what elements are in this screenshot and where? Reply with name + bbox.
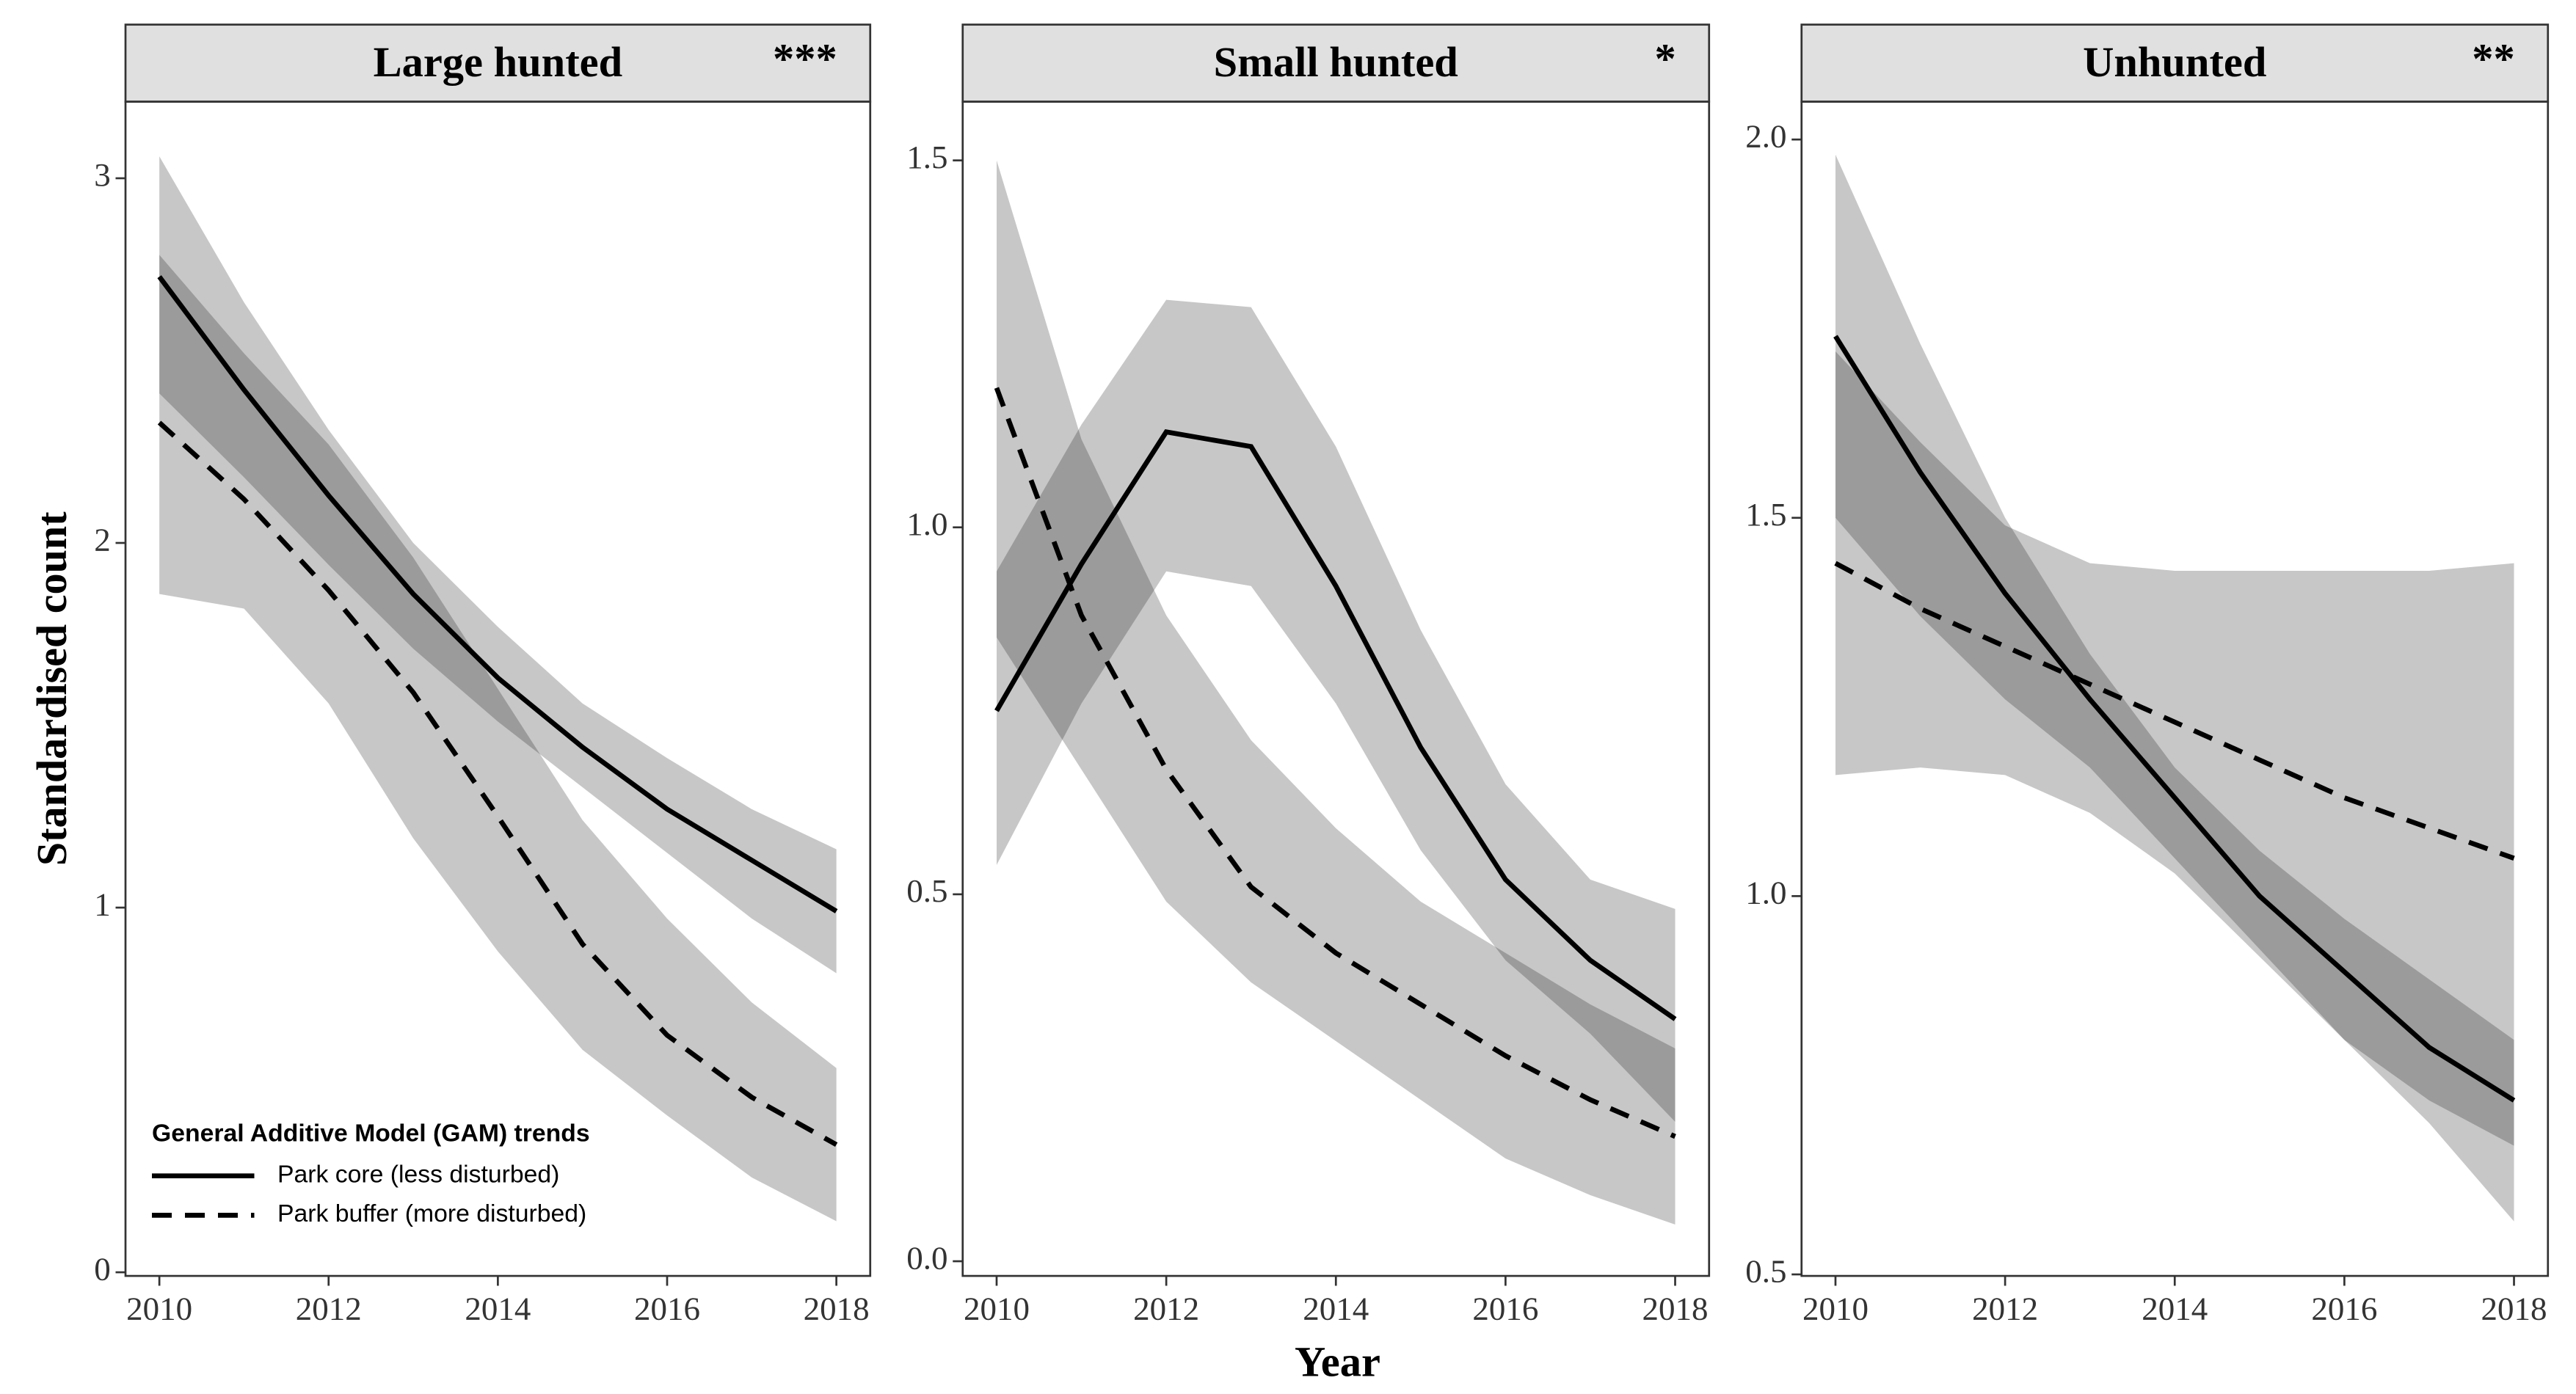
y-tick-label: 2.0 xyxy=(1745,118,1786,155)
x-tick-label: 2014 xyxy=(1303,1291,1369,1327)
y-tick-label: 1.5 xyxy=(906,139,947,175)
x-tick-label: 2014 xyxy=(2142,1291,2208,1327)
y-tick-label: 1.5 xyxy=(1745,496,1786,533)
x-tick-label: 2016 xyxy=(2311,1291,2377,1327)
confidence-band xyxy=(1835,351,2514,1146)
x-tick-label: 2018 xyxy=(804,1291,870,1327)
y-axis-title: Standardised count xyxy=(28,511,76,866)
y-tick-label: 1 xyxy=(94,886,110,922)
x-tick-label: 2010 xyxy=(1802,1291,1869,1327)
y-tick-label: 0.5 xyxy=(1745,1252,1786,1289)
x-tick-label: 2016 xyxy=(634,1291,700,1327)
x-axis-title: Year xyxy=(1295,1338,1380,1386)
y-tick-label: 0.5 xyxy=(906,872,947,909)
figure: Standardised count Year Large hunted***0… xyxy=(0,0,2576,1394)
x-tick-label: 2010 xyxy=(964,1291,1030,1327)
y-tick-label: 0 xyxy=(94,1250,110,1287)
y-tick-label: 1.0 xyxy=(1745,875,1786,911)
confidence-band xyxy=(159,255,837,1221)
x-tick-label: 2012 xyxy=(1133,1291,1199,1327)
x-tick-label: 2016 xyxy=(1472,1291,1538,1327)
significance: ** xyxy=(2472,35,2514,83)
page: Standardised count Year Large hunted***0… xyxy=(0,0,2576,1394)
y-tick-label: 2 xyxy=(94,521,110,558)
x-tick-label: 2018 xyxy=(2481,1291,2547,1327)
panel-title: Small hunted xyxy=(1214,38,1458,86)
y-tick-label: 3 xyxy=(94,156,110,193)
x-tick-label: 2012 xyxy=(1972,1291,2038,1327)
x-tick-label: 2014 xyxy=(465,1291,531,1327)
legend-label: Park core (less disturbed) xyxy=(277,1161,559,1189)
panel-title: Unhunted xyxy=(2083,38,2266,86)
y-tick-label: 1.0 xyxy=(906,506,947,542)
legend-label: Park buffer (more disturbed) xyxy=(277,1200,586,1227)
legend-title: General Additive Model (GAM) trends xyxy=(152,1120,590,1147)
x-tick-label: 2010 xyxy=(126,1291,192,1327)
x-tick-label: 2012 xyxy=(296,1291,362,1327)
significance: * xyxy=(1654,35,1676,83)
panel-title: Large hunted xyxy=(374,38,623,86)
y-tick-label: 0.0 xyxy=(906,1239,947,1276)
x-tick-label: 2018 xyxy=(1642,1291,1709,1327)
significance: *** xyxy=(773,35,837,83)
